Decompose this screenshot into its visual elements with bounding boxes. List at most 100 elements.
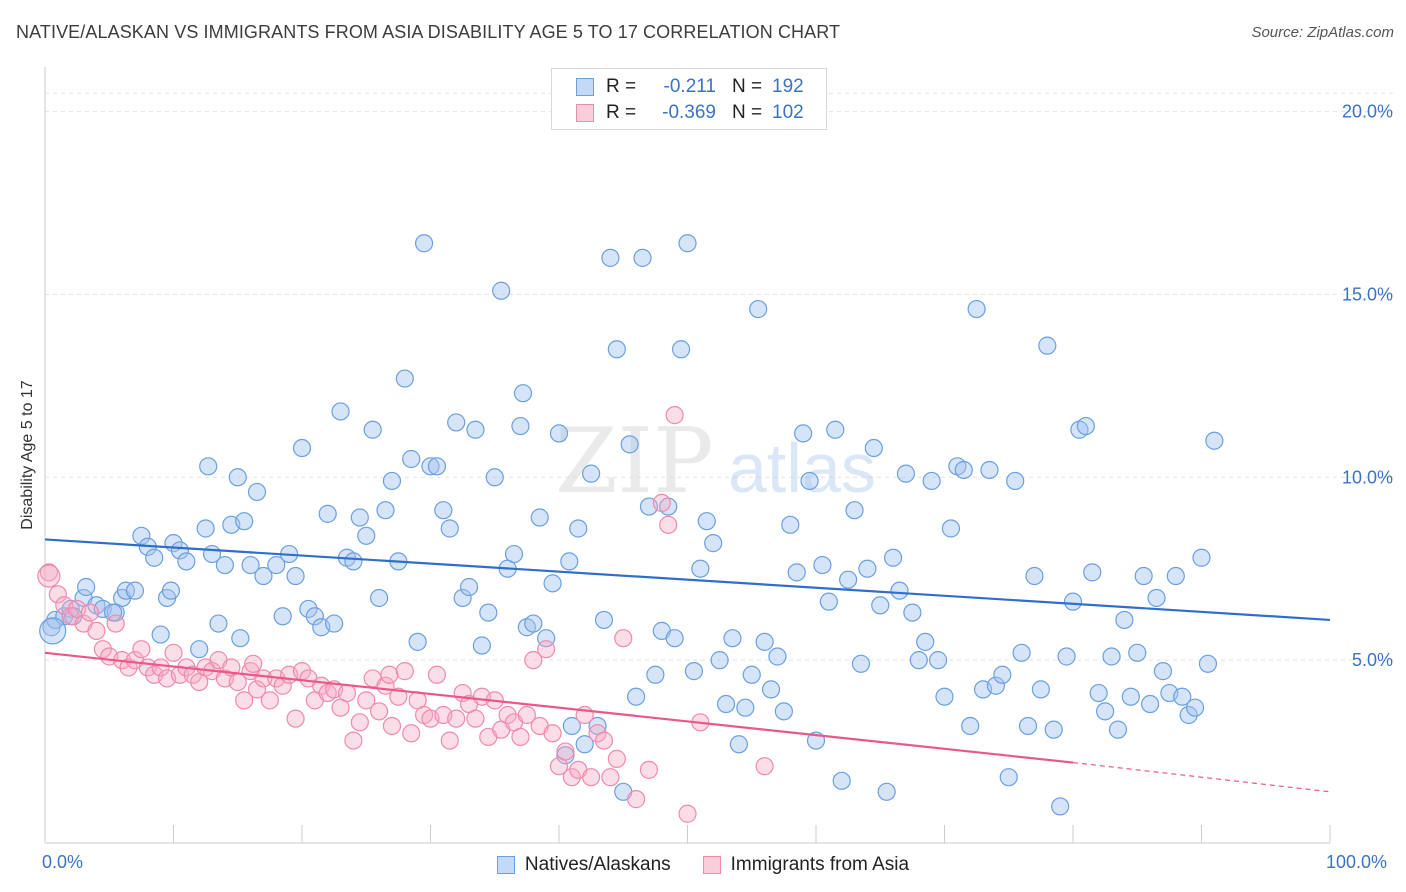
asia-point [665, 406, 684, 425]
asia-point [543, 724, 562, 743]
natives-point [607, 340, 626, 359]
natives-point [858, 559, 877, 578]
natives-point [440, 519, 459, 538]
natives-point [569, 519, 588, 538]
asia-point [652, 493, 671, 512]
natives-point [1018, 716, 1038, 736]
natives-point [408, 632, 427, 651]
natives-point [1057, 647, 1076, 666]
natives-point [402, 449, 421, 469]
legend-item-natives: Natives/Alaskans [496, 854, 671, 876]
natives-point [370, 588, 389, 608]
natives-point [472, 636, 491, 655]
y-tick-label: 20.0% [1342, 102, 1393, 122]
y-tick-label: 15.0% [1342, 284, 1393, 304]
asia-point [582, 768, 601, 787]
natives-point [382, 471, 402, 491]
natives-point [1185, 698, 1205, 717]
asia-point [286, 709, 305, 728]
natives-point [832, 771, 851, 790]
watermark-zip: ZIP [555, 409, 714, 514]
natives-point [980, 460, 999, 480]
natives-point [1108, 720, 1128, 739]
legend-n-label: N = [732, 102, 763, 123]
natives-point [524, 614, 543, 633]
natives-point [736, 698, 755, 717]
natives-swatch [496, 856, 515, 874]
natives-point [986, 676, 1006, 695]
asia-trend-extension [1072, 761, 1331, 793]
natives-point [77, 577, 96, 597]
natives-point [697, 512, 716, 531]
natives-point [691, 559, 710, 578]
legend-r-label: R = [606, 76, 637, 97]
natives-point [1140, 694, 1160, 714]
natives-point [1128, 643, 1147, 662]
asia-point [556, 742, 575, 761]
natives-point [132, 526, 151, 545]
y-tick-label: 10.0% [1342, 467, 1393, 487]
x-tick-label-max: 100.0% [1326, 852, 1388, 872]
legend-n-value: 192 [772, 76, 804, 97]
natives-point [254, 566, 273, 586]
asia-point [87, 621, 106, 640]
asia-trend-line [44, 651, 1074, 764]
natives-point [560, 552, 579, 571]
natives-point [877, 782, 896, 801]
asia-point [614, 629, 633, 648]
natives-point [890, 581, 909, 600]
natives-point [678, 234, 697, 253]
natives-point [125, 581, 145, 600]
natives-point [723, 629, 742, 648]
asia-point [466, 709, 485, 728]
asia-point [244, 654, 263, 673]
natives-point [819, 592, 838, 611]
natives-point [633, 248, 652, 267]
natives-point [1198, 654, 1218, 673]
natives-point [363, 420, 382, 439]
asia-point [395, 662, 414, 681]
asia-point [639, 760, 659, 779]
natives-point [305, 607, 324, 626]
natives-point [1121, 687, 1140, 706]
legend-r-value: -0.369 [662, 102, 716, 123]
natives-point [196, 519, 215, 538]
legend-item-asia: Immigrants from Asia [702, 854, 909, 876]
asia-point [517, 705, 536, 725]
natives-point [954, 460, 973, 480]
natives-point [1179, 705, 1198, 725]
asia-point [659, 515, 678, 534]
natives-point [742, 665, 761, 684]
natives-point [170, 541, 190, 560]
natives-point [453, 588, 472, 608]
natives-point [318, 504, 337, 523]
natives-point [594, 610, 614, 630]
natives-point [903, 603, 922, 622]
natives-point [800, 471, 819, 491]
natives-point [292, 438, 312, 458]
natives-point [215, 555, 234, 575]
asia-point [48, 585, 67, 604]
natives-point [1006, 471, 1025, 491]
natives-point [177, 552, 196, 571]
natives-point [331, 402, 350, 421]
natives-point [485, 468, 504, 487]
asia-point [389, 687, 408, 706]
natives-point [671, 340, 691, 359]
natives-point [941, 519, 961, 538]
natives-point [1083, 563, 1102, 582]
natives-point [395, 369, 414, 388]
asia-point [402, 724, 421, 743]
legend-swatch [576, 104, 594, 122]
series-legend: Natives/Alaskans Immigrants from Asia [0, 852, 1406, 878]
natives-point [414, 234, 434, 253]
natives-point [235, 512, 254, 531]
natives-point [421, 457, 440, 476]
y-tick-label: 5.0% [1352, 650, 1393, 670]
source-label: Source: ZipAtlas.com [1251, 24, 1394, 41]
legend-r-value: -0.211 [663, 76, 716, 97]
natives-point [1051, 797, 1070, 816]
natives-point [922, 471, 941, 491]
asia-point [537, 640, 556, 659]
natives-point [247, 482, 267, 502]
